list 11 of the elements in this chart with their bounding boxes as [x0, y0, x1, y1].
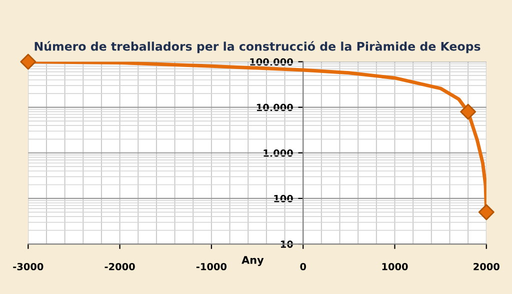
- point: [20, 54, 36, 70]
- x-tick-label: 0: [300, 262, 306, 270]
- point: [460, 104, 476, 120]
- x-tick-label: 1000: [382, 262, 408, 270]
- point: [478, 204, 494, 220]
- x-tick-label: -3000: [13, 262, 44, 270]
- x-axis-title: Any: [242, 256, 264, 266]
- x-tick-label: -1000: [196, 262, 227, 270]
- x-tick-label: -2000: [104, 262, 135, 270]
- chart-title: Número de treballadors per la construcció de la Piràmide de Keops: [34, 41, 480, 54]
- x-tick-label: 2000: [474, 262, 500, 270]
